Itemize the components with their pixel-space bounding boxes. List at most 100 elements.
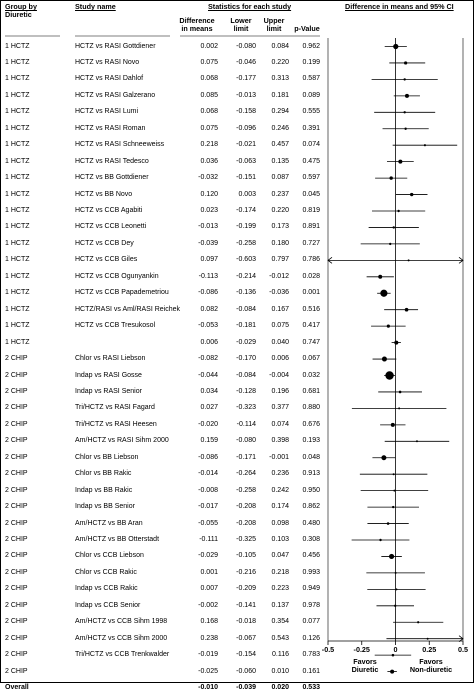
row-group: 1 HCTZ (5, 75, 30, 83)
row-upper: 0.047 (271, 552, 289, 560)
row-p: 0.597 (302, 174, 320, 182)
point-estimate (426, 637, 429, 640)
row-diff: 0.218 (200, 141, 218, 149)
row-diff: -0.002 (198, 601, 218, 609)
row-group: 2 CHIP (5, 601, 28, 609)
row-group: 2 CHIP (5, 634, 28, 642)
row-diff: 0.007 (200, 585, 218, 593)
point-estimate (381, 455, 387, 461)
row-group: 2 CHIP (5, 371, 28, 379)
row-group: 2 CHIP (5, 519, 28, 527)
row-upper: 0.797 (271, 256, 289, 264)
row-p: 0.032 (302, 371, 320, 379)
row-p: 0.417 (302, 322, 320, 330)
row-group: 2 CHIP (5, 437, 28, 445)
row-diff: 0.238 (200, 634, 218, 642)
row-group: 2 CHIP (5, 453, 28, 461)
x-tick-label: 0.5 (458, 645, 468, 654)
row-study-name: Indap vs CCB Rakic (75, 585, 138, 593)
point-estimate (393, 43, 399, 50)
row-p: 0.475 (302, 157, 320, 165)
row-lower: -0.216 (236, 568, 256, 576)
row-lower: -0.177 (236, 75, 256, 83)
row-lower: -0.029 (236, 338, 256, 346)
row-lower: -0.013 (236, 91, 256, 99)
row-p: 0.819 (302, 207, 320, 214)
row-study-name: Chlor vs BB Liebson (75, 453, 139, 461)
row-study-name: HCTZ vs CCB Dey (75, 239, 134, 247)
row-upper: -0.036 (269, 289, 289, 297)
row-lower: -0.199 (236, 223, 256, 231)
row-diff: -0.039 (198, 239, 218, 247)
row-diff: 0.159 (200, 437, 218, 445)
row-study-name: HCTZ vs RASI Roman (75, 124, 146, 132)
row-p: 0.913 (302, 470, 320, 478)
row-lower: -0.063 (236, 157, 256, 165)
ci-arrow-right (458, 257, 464, 264)
point-estimate (415, 440, 418, 443)
row-study-name: Tri/HCTZ vs RASI Fagard (75, 404, 155, 412)
row-upper: 0.135 (271, 157, 289, 165)
row-p: 0.891 (302, 223, 320, 231)
row-p: 0.681 (302, 387, 320, 395)
row-diff: -0.019 (198, 651, 218, 659)
row-group: 1 HCTZ (5, 338, 30, 346)
point-estimate (398, 159, 403, 164)
row-upper: 0.181 (271, 91, 289, 99)
row-upper: 0.543 (271, 634, 289, 642)
row-p: 0.516 (302, 305, 320, 313)
row-group: 2 CHIP (5, 387, 28, 395)
upper-col-header: Upper limit (263, 16, 285, 33)
row-group: 1 HCTZ (5, 58, 30, 66)
row-study-name: HCTZ vs RASI Novo (75, 58, 140, 66)
row-upper: 0.103 (271, 536, 289, 543)
row-study-name: Chlor vs BB Rakic (75, 470, 132, 478)
row-lower: -0.264 (236, 470, 256, 478)
row-study-name: HCTZ vs BB Novo (75, 190, 133, 198)
row-p: 0.067 (302, 355, 320, 363)
row-group: 1 HCTZ (5, 174, 30, 182)
row-diff: -0.111 (199, 536, 218, 543)
point-estimate (379, 538, 382, 542)
row-diff: 0.006 (200, 338, 218, 346)
row-study-name: Indap vs RASI Gosse (75, 371, 142, 379)
x-tick-label: 0 (393, 645, 398, 654)
point-estimate (380, 289, 388, 297)
row-study-name: HCTZ vs BB Gottdiener (75, 174, 149, 182)
row-group: 1 HCTZ (5, 305, 30, 313)
row-upper: 0.457 (271, 141, 289, 149)
row-p: 0.001 (302, 289, 320, 297)
row-group: 1 HCTZ (5, 207, 30, 214)
point-estimate (386, 324, 390, 328)
row-group: 1 HCTZ (5, 289, 30, 297)
row-p: 0.950 (302, 486, 320, 494)
row-group: 2 CHIP (5, 355, 28, 363)
point-estimate (404, 127, 407, 130)
row-p: 0.077 (302, 618, 320, 626)
row-group: 2 CHIP (5, 420, 28, 428)
row-p: 0.199 (302, 58, 320, 66)
row-lower: -0.208 (236, 519, 256, 527)
row-p: 0.587 (302, 75, 320, 83)
row-group: 1 HCTZ (5, 190, 30, 198)
favors-non-diuretic-label: Favors Non-diuretic (409, 657, 453, 674)
point-estimate (390, 422, 395, 427)
row-diff: 0.120 (200, 190, 218, 198)
row-lower: 0.003 (238, 190, 256, 198)
row-study-name: Tri/HCTZ vs RASI Heesen (75, 420, 157, 428)
point-estimate (390, 669, 395, 674)
row-lower: -0.105 (236, 552, 256, 560)
row-diff: 0.001 (200, 568, 218, 576)
row-diff: 0.023 (200, 207, 218, 214)
row-upper: 0.006 (271, 355, 289, 363)
row-diff: -0.082 (198, 355, 218, 363)
point-estimate (404, 61, 408, 65)
row-group: 1 HCTZ (5, 124, 30, 132)
row-study-name: HCTZ vs RASI Schneeweiss (75, 141, 165, 149)
row-lower: -0.325 (236, 536, 256, 543)
row-group: 1 HCTZ (5, 322, 30, 330)
point-estimate (397, 209, 400, 213)
group-header: Group by (5, 2, 37, 11)
row-diff: -0.113 (198, 272, 218, 280)
row-lower: -0.141 (236, 601, 256, 609)
